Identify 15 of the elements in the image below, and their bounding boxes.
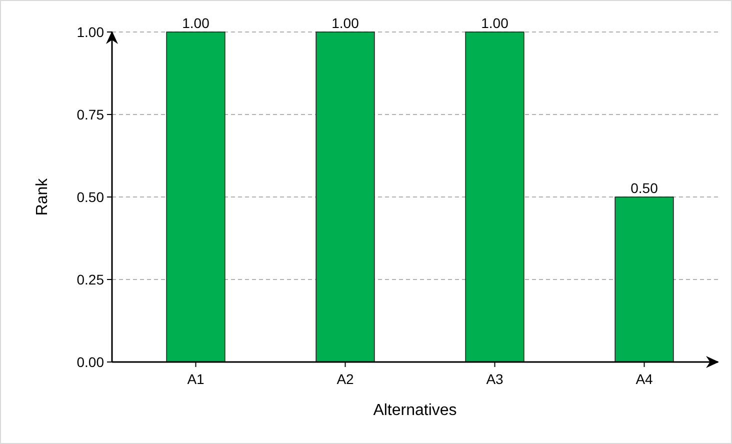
x-axis-title: Alternatives bbox=[373, 402, 457, 419]
y-tick-label: 0.00 bbox=[76, 354, 104, 370]
data-label: 1.00 bbox=[481, 15, 509, 31]
y-tick-label: 0.25 bbox=[76, 271, 104, 288]
x-tick-label: A2 bbox=[336, 371, 354, 387]
data-label: 0.50 bbox=[630, 180, 658, 196]
data-label: 1.00 bbox=[332, 15, 360, 31]
y-tick-label: 0.50 bbox=[76, 188, 104, 205]
data-label: 1.00 bbox=[182, 15, 210, 31]
y-tick-label: 1.00 bbox=[76, 24, 104, 40]
x-tick-label: A3 bbox=[486, 371, 504, 387]
x-tick-label: A1 bbox=[187, 371, 205, 387]
y-tick-label: 0.75 bbox=[76, 106, 104, 122]
x-tick-label: A4 bbox=[636, 371, 654, 387]
y-axis-title: Rank bbox=[34, 177, 51, 216]
